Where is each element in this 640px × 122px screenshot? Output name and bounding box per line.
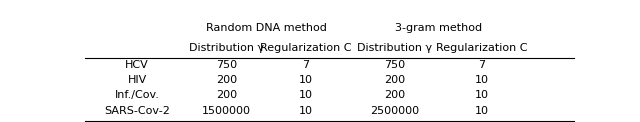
Text: Regularization C: Regularization C [260,43,351,53]
Text: 200: 200 [385,90,406,100]
Text: 10: 10 [299,106,313,116]
Text: 7: 7 [302,60,309,70]
Text: 10: 10 [475,75,489,85]
Text: 7: 7 [478,60,485,70]
Text: 200: 200 [216,90,237,100]
Text: Distribution γ: Distribution γ [189,43,264,53]
Text: 2500000: 2500000 [371,106,420,116]
Text: 200: 200 [216,75,237,85]
Text: 3-gram method: 3-gram method [395,23,482,33]
Text: Random DNA method: Random DNA method [205,23,326,33]
Text: 200: 200 [385,75,406,85]
Text: 1500000: 1500000 [202,106,251,116]
Text: HIV: HIV [127,75,147,85]
Text: SARS-Cov-2: SARS-Cov-2 [104,106,170,116]
Text: HCV: HCV [125,60,149,70]
Text: 10: 10 [299,90,313,100]
Text: 10: 10 [299,75,313,85]
Text: 10: 10 [475,106,489,116]
Text: 10: 10 [475,90,489,100]
Text: Inf./Cov.: Inf./Cov. [115,90,159,100]
Text: 750: 750 [216,60,237,70]
Text: 750: 750 [385,60,406,70]
Text: Regularization C: Regularization C [436,43,527,53]
Text: Distribution γ: Distribution γ [357,43,433,53]
